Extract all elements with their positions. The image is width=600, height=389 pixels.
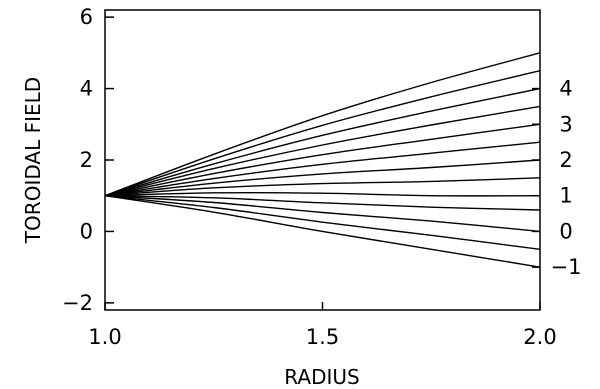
series-line-5 (104, 123, 541, 197)
series-line-13 (104, 195, 541, 268)
y-tick-label: 6 (80, 5, 93, 29)
right-label: 1 (559, 184, 572, 208)
y-tick-label: 2 (80, 148, 93, 172)
axis-ticks (104, 16, 541, 310)
series-line-1 (104, 52, 541, 197)
right-label: 4 (559, 77, 572, 101)
x-tick-label: 2.0 (523, 325, 556, 349)
series-line-6 (104, 141, 541, 197)
series-line-3 (104, 87, 541, 197)
y-tick-label: −2 (62, 291, 93, 315)
y-axis-label: TOROIDAL FIELD (21, 77, 45, 244)
x-tick-label: 1.5 (306, 325, 339, 349)
plot-frame (104, 9, 541, 311)
right-label: 2 (559, 148, 572, 172)
series-line-10 (104, 195, 541, 211)
y-tick-label: 0 (80, 219, 93, 243)
axis-tick-labels: 1.0 1.5 2.0 −2 0 2 4 6 (62, 5, 557, 349)
series-line-9 (104, 191, 541, 197)
series-lines (104, 52, 541, 268)
y-tick-label: 4 (80, 77, 93, 101)
series-line-7 (104, 159, 541, 197)
x-axis-label: RADIUS (284, 365, 359, 389)
series-line-11 (104, 195, 541, 233)
right-label: 3 (559, 112, 572, 136)
x-tick-label: 1.0 (88, 325, 121, 349)
series-line-4 (104, 105, 541, 197)
series-line-2 (104, 70, 541, 197)
series-line-8 (104, 177, 541, 197)
right-label: 0 (559, 219, 572, 243)
right-label: −1 (551, 255, 582, 279)
right-side-labels: 4 3 2 1 0 −1 (551, 77, 582, 280)
series-line-12 (104, 195, 541, 250)
